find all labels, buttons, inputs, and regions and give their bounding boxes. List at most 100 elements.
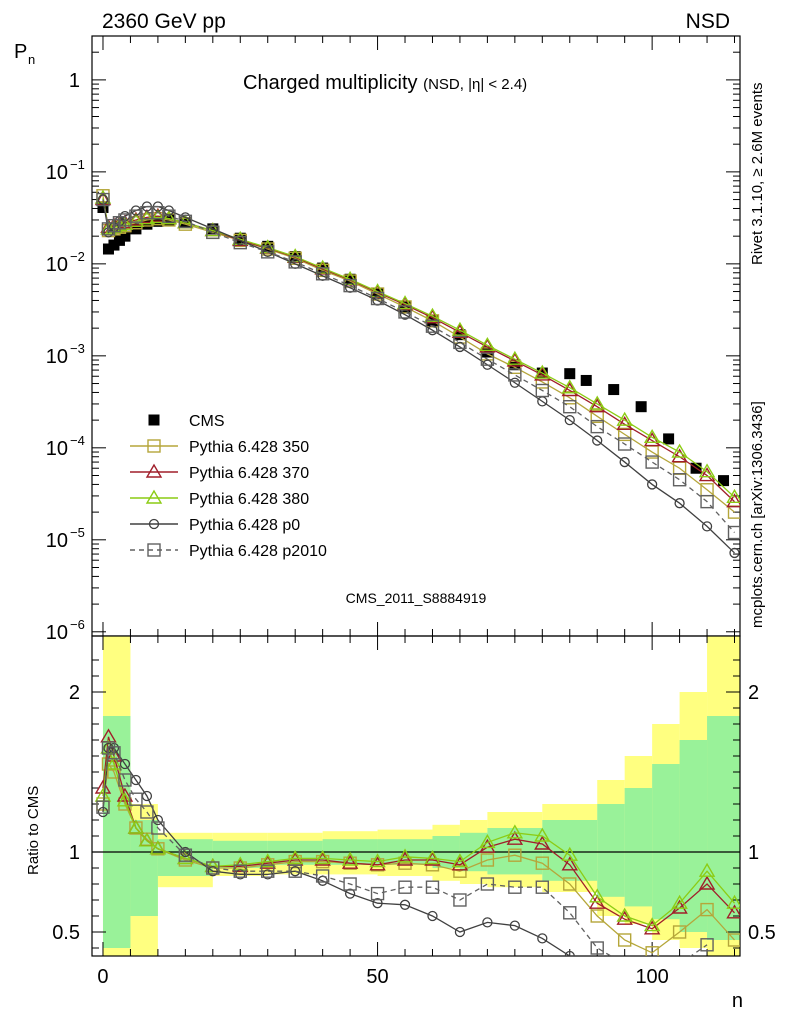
main-point-pythia-6-428-370-20: [479, 338, 496, 353]
ytick-main-label-6: 10: [46, 622, 68, 644]
band-green-12: [624, 788, 653, 907]
ratio-point-pythia-6-428-p0-22: [593, 968, 602, 977]
ratio-point-pythia-6-428-p2010-0: [96, 800, 110, 814]
main-plot-area: 110−110−210−310−410−510−6: [46, 35, 741, 644]
main-point-pythia-6-428-380-29: [726, 488, 740, 503]
ratio-point-pythia-6-428-350-24: [645, 946, 659, 956]
ratio-point-pythia-6-428-370-18: [479, 838, 496, 853]
ratio-point-pythia-6-428-380-18: [479, 834, 496, 849]
legend-label-pythia-6-428-350: Pythia 6.428 350: [189, 439, 309, 456]
ratio-point-pythia-6-428-380-17: [451, 853, 469, 868]
side-label-top: Rivet 3.1.10, ≥ 2.6M events: [749, 83, 766, 266]
ratio-point-pythia-6-428-p2010-10: [261, 864, 275, 878]
ratio-point-pythia-6-428-p0-7: [180, 846, 191, 858]
ratio-point-pythia-6-428-p0-9: [235, 869, 246, 880]
ratio-point-pythia-6-428-370-24: [643, 920, 661, 935]
ratio-point-pythia-6-428-p2010-25: [674, 958, 686, 970]
legend-marker-pythia-6-428-p0: [148, 518, 160, 530]
legend-marker-pythia-6-428-p2010: [147, 543, 161, 557]
main-point-pythia-6-428-350-24: [590, 409, 604, 424]
ratio-point-pythia-6-428-p2010-17: [453, 893, 467, 907]
ratio-point-pythia-6-428-370-15: [396, 851, 414, 866]
band-green-11: [597, 804, 625, 897]
ratio-point-pythia-6-428-p2010-8: [206, 861, 220, 875]
ratio-point-pythia-6-428-p0-13: [344, 888, 356, 899]
ytick-main-exp-6: −6: [70, 617, 85, 632]
main-point-cms-4: [119, 230, 131, 242]
ratio-point-pythia-6-428-p2010-12: [315, 869, 330, 883]
ytick-main-label-0: 1: [69, 70, 80, 92]
legend: CMS Pythia 6.428 350 Pythia 6.428 370 Pythi…: [130, 413, 327, 560]
ratio-point-pythia-6-428-370-23: [616, 910, 633, 925]
ytick-main-label-2: 10: [46, 254, 68, 276]
xtick-label-0: 0: [97, 966, 108, 988]
ratio-point-pythia-6-428-p0-25: [675, 1000, 684, 1009]
ratio-point-pythia-6-428-350-19: [508, 848, 522, 862]
ratio-point-pythia-6-428-380-6: [149, 840, 167, 855]
main-point-pythia-6-428-380-23: [561, 379, 578, 394]
legend-marker-pythia-6-428-380: [145, 489, 163, 504]
main-point-pythia-6-428-380-1: [100, 220, 117, 235]
ratio-plot-area: 0 50 100 0.5 0.5 1 1 2 2: [52, 635, 776, 988]
main-point-pythia-6-428-380-27: [671, 443, 688, 458]
ytick-main-exp-3: −3: [70, 341, 85, 356]
ratio-point-pythia-6-428-380-27: [726, 894, 740, 909]
main-point-pythia-6-428-370-28: [698, 467, 716, 482]
legend-marker-cms: [148, 414, 160, 426]
y-axis-label-ratio: Ratio to CMS: [25, 786, 42, 875]
ytick-main-label-3: 10: [46, 346, 68, 368]
main-point-pythia-6-428-p0-29: [729, 547, 740, 559]
main-point-pythia-6-428-350-25: [617, 427, 632, 442]
main-point-pythia-6-428-380-19: [451, 321, 469, 336]
main-point-pythia-6-428-p2010-20: [480, 352, 495, 366]
main-point-pythia-6-428-p0-24: [592, 435, 603, 446]
main-point-pythia-6-428-380-7: [149, 209, 167, 224]
ratio-point-pythia-6-428-p2010-4: [129, 792, 143, 806]
main-point-pythia-6-428-p0-21: [509, 377, 520, 388]
main-point-pythia-6-428-p2010-29: [727, 525, 740, 540]
ratio-point-pythia-6-428-p0-14: [372, 898, 383, 909]
main-point-pythia-6-428-p2010-23: [563, 399, 577, 414]
main-point-pythia-6-428-p2010-16: [370, 291, 385, 306]
ratio-point-pythia-6-428-380-19: [506, 824, 524, 839]
ratio-point-pythia-6-428-350-21: [563, 877, 577, 891]
ratio-point-pythia-6-428-370-27: [726, 904, 740, 919]
main-point-pythia-6-428-380-25: [616, 411, 633, 426]
ratio-point-pythia-6-428-370-14: [369, 856, 386, 871]
y-axis-label-symbol: P: [14, 41, 27, 63]
main-point-pythia-6-428-350-22: [535, 375, 550, 389]
main-point-pythia-6-428-p2010-0: [96, 192, 110, 207]
main-point-pythia-6-428-380-18: [424, 307, 441, 322]
ratio-point-pythia-6-428-370-26: [698, 875, 716, 890]
ratio-point-pythia-6-428-350-25: [672, 925, 687, 939]
main-point-pythia-6-428-p0-12: [262, 246, 273, 258]
ratio-point-pythia-6-428-p0-10: [262, 869, 273, 880]
ratio-point-pythia-6-428-380-25: [671, 894, 688, 909]
ratio-point-pythia-6-428-380-13: [341, 851, 359, 866]
xtick-label-2: 100: [635, 966, 668, 988]
ratio-point-pythia-6-428-p2010-18: [480, 877, 495, 891]
ratio-point-pythia-6-428-p2010-23: [619, 958, 631, 970]
ratio-point-pythia-6-428-p0-8: [207, 866, 218, 877]
ratio-point-pythia-6-428-370-25: [671, 899, 688, 914]
legend-label-pythia-6-428-370: Pythia 6.428 370: [189, 465, 309, 482]
main-point-pythia-6-428-380-17: [396, 295, 414, 310]
ytick-ratio-label-right-0: 0.5: [748, 922, 776, 944]
plot-title-main: Charged multiplicity: [243, 72, 418, 94]
main-point-cms-25: [608, 384, 620, 396]
ratio-point-pythia-6-428-p2010-5: [140, 805, 154, 819]
side-label-bottom: mcplots.cern.ch [arXiv:1306.3436]: [749, 401, 766, 628]
ratio-point-pythia-6-428-370-17: [451, 856, 469, 871]
main-point-pythia-6-428-p2010-4: [118, 213, 132, 227]
main-point-pythia-6-428-p2010-18: [425, 319, 440, 333]
ratio-point-pythia-6-428-370-13: [341, 854, 359, 869]
main-point-pythia-6-428-380-5: [127, 212, 145, 228]
ratio-point-pythia-6-428-370-21: [561, 856, 578, 871]
ytick-main-exp-1: −1: [70, 157, 85, 172]
ratio-point-pythia-6-428-p2010-19: [508, 880, 522, 894]
ytick-main-label-1: 10: [46, 162, 68, 184]
main-point-cms-29: [718, 475, 730, 487]
ratio-frame: [91, 635, 741, 957]
ratio-point-pythia-6-428-380-24: [643, 917, 661, 932]
